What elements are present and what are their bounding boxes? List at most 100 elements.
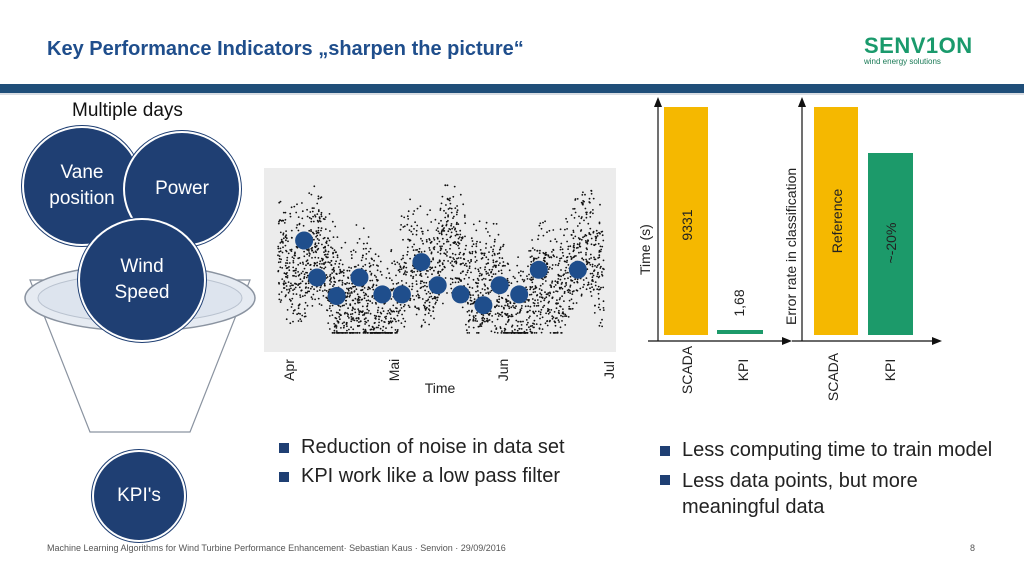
raw-data-dot — [578, 215, 580, 218]
raw-data-dot — [437, 230, 440, 233]
raw-data-dot — [402, 226, 405, 228]
raw-data-dot — [367, 236, 370, 238]
raw-data-dot — [553, 311, 556, 313]
raw-data-dot — [350, 318, 353, 320]
raw-data-dot — [362, 242, 365, 245]
raw-data-dot — [377, 255, 380, 258]
raw-data-dot — [329, 273, 332, 276]
raw-data-dot — [438, 260, 441, 263]
raw-data-dot — [408, 306, 411, 308]
raw-data-dot — [283, 287, 286, 289]
raw-data-dot — [540, 289, 543, 292]
raw-data-dot — [374, 317, 377, 319]
raw-data-dot — [352, 317, 355, 319]
raw-data-dot — [346, 269, 349, 272]
raw-data-dot — [475, 251, 477, 254]
raw-data-dot — [527, 321, 529, 324]
raw-data-dot — [561, 251, 564, 254]
raw-data-dot — [400, 322, 403, 324]
raw-data-dot — [530, 293, 533, 296]
raw-data-dot — [532, 291, 535, 294]
raw-data-dot — [529, 286, 532, 289]
raw-data-dot — [457, 257, 460, 259]
raw-data-dot — [391, 320, 394, 323]
raw-data-dot — [402, 254, 405, 257]
raw-data-dot — [368, 265, 371, 268]
circle-wind-speed: Wind Speed — [80, 220, 204, 340]
raw-data-dot — [520, 307, 523, 310]
raw-data-dot — [409, 299, 411, 302]
raw-data-dot — [335, 325, 338, 327]
raw-data-dot — [368, 262, 371, 265]
raw-data-dot — [454, 253, 457, 256]
raw-data-dot — [592, 280, 594, 282]
raw-data-dot — [589, 216, 592, 218]
raw-data-dot — [546, 310, 549, 313]
raw-data-dot — [402, 238, 404, 241]
raw-data-dot — [551, 282, 553, 284]
raw-data-dot — [424, 289, 426, 292]
raw-data-dot — [556, 331, 559, 334]
raw-data-dot — [279, 261, 282, 263]
raw-data-dot — [488, 235, 491, 237]
raw-data-dot — [535, 323, 538, 325]
raw-data-dot — [302, 270, 304, 273]
raw-data-dot — [482, 314, 485, 316]
raw-data-dot — [303, 250, 305, 253]
raw-data-dot — [322, 295, 325, 297]
raw-data-dot — [320, 304, 323, 306]
raw-data-dot — [430, 295, 433, 298]
raw-data-dot — [530, 260, 533, 263]
raw-data-dot — [392, 310, 395, 313]
raw-data-dot — [552, 291, 555, 293]
raw-data-dot — [316, 261, 319, 264]
raw-data-dot — [483, 252, 486, 255]
raw-data-dot — [555, 290, 557, 292]
raw-data-dot — [318, 239, 320, 241]
raw-data-dot — [545, 293, 548, 296]
raw-data-dot — [417, 307, 420, 310]
raw-data-dot — [600, 248, 603, 251]
raw-data-dot — [403, 325, 406, 328]
raw-data-dot — [523, 279, 526, 281]
raw-data-dot — [451, 281, 454, 284]
raw-data-dot — [494, 273, 497, 275]
raw-data-dot — [449, 244, 452, 246]
raw-data-dot — [388, 277, 391, 280]
raw-data-dot — [362, 248, 365, 250]
raw-data-dot — [336, 254, 339, 257]
raw-data-dot — [458, 242, 461, 245]
raw-data-dot — [526, 311, 529, 314]
raw-data-dot — [451, 260, 453, 263]
raw-data-dot — [490, 330, 493, 333]
raw-data-dot — [491, 315, 493, 317]
raw-data-dot — [298, 286, 301, 289]
raw-data-dot — [533, 258, 535, 261]
raw-data-dot — [358, 299, 361, 301]
raw-data-dot — [342, 274, 345, 277]
raw-data-dot — [516, 329, 519, 332]
raw-data-dot — [337, 321, 340, 324]
raw-data-dot — [476, 332, 478, 334]
time-chart-cat-kpi: KPI — [735, 359, 751, 382]
raw-data-dot — [315, 235, 317, 238]
raw-data-dot — [594, 243, 597, 246]
raw-data-dot — [327, 244, 330, 247]
raw-data-dot — [356, 332, 359, 334]
raw-data-dot — [436, 299, 439, 302]
raw-data-dot — [277, 222, 280, 225]
raw-data-dot — [546, 262, 548, 265]
raw-data-dot — [366, 302, 369, 305]
raw-data-dot — [347, 313, 349, 316]
raw-data-dot — [457, 237, 460, 240]
raw-data-dot — [356, 242, 359, 244]
raw-data-dot — [278, 201, 281, 204]
raw-data-dot — [468, 265, 471, 268]
raw-data-dot — [402, 273, 405, 276]
raw-data-dot — [539, 323, 542, 326]
raw-data-dot — [476, 277, 479, 280]
raw-data-dot — [592, 209, 594, 211]
raw-data-dot — [559, 278, 562, 281]
raw-data-dot — [306, 291, 308, 294]
raw-data-dot — [596, 275, 598, 278]
